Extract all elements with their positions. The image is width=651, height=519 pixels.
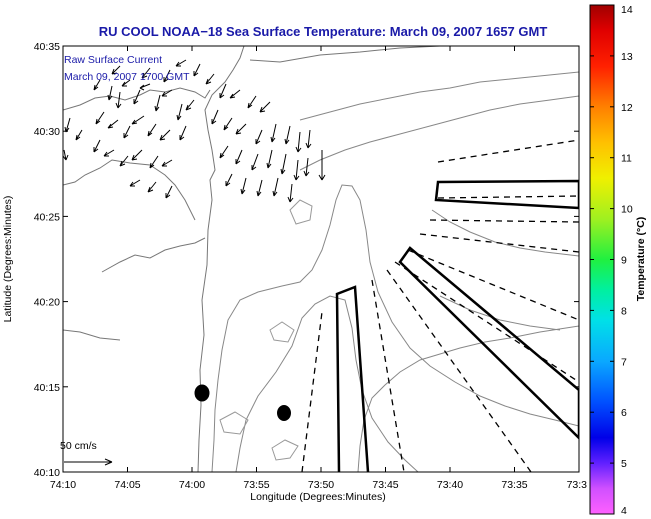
colorbar-tick-label: 9 xyxy=(621,255,627,267)
colorbar-tick-label: 14 xyxy=(621,4,633,16)
colorbar-tick-label: 8 xyxy=(621,305,627,317)
x-tick-label: 74:10 xyxy=(50,479,76,491)
y-tick-label: 40:35 xyxy=(34,41,60,53)
river xyxy=(63,237,206,341)
radial-dashed-lines xyxy=(301,139,579,472)
y-tick-label: 40:15 xyxy=(34,382,60,394)
bathymetry-contour-2 xyxy=(235,295,419,472)
legend-line-1: Raw Surface Current xyxy=(64,54,162,66)
plot-area xyxy=(63,46,579,472)
scale-arrow xyxy=(64,458,113,466)
y-tick-label: 40:30 xyxy=(34,126,60,138)
marker-dot-1 xyxy=(194,384,210,402)
long-island-shore xyxy=(249,46,441,63)
y-tick-label: 40:10 xyxy=(34,467,60,479)
y-axis-ticks: 40:35 40:30 40:25 40:20 40:15 40:10 xyxy=(34,41,579,479)
x-tick-label: 73:45 xyxy=(372,479,398,491)
colorbar-tick-label: 4 xyxy=(621,505,627,517)
x-tick-label: 73:35 xyxy=(501,479,527,491)
chart-title: RU COOL NOAA−18 Sea Surface Temperature:… xyxy=(99,24,548,39)
zone-diagonal xyxy=(398,246,579,440)
y-tick-label: 40:25 xyxy=(34,211,60,223)
x-tick-label: 73:55 xyxy=(243,479,269,491)
colorbar-tick-label: 7 xyxy=(621,356,627,368)
zone-vertical xyxy=(335,285,370,472)
x-tick-label: 74:05 xyxy=(114,479,140,491)
colorbar-label: Temperature (°C) xyxy=(635,217,647,302)
current-vectors xyxy=(63,59,326,203)
colorbar-tick-label: 13 xyxy=(621,51,633,63)
marker-dot-2 xyxy=(277,405,291,421)
x-tick-label: 73:3 xyxy=(567,479,588,491)
bay-shoreline xyxy=(63,87,211,221)
coastline xyxy=(197,46,245,472)
colorbar-tick-label: 12 xyxy=(621,102,633,114)
bathymetry-contour-4 xyxy=(299,71,579,171)
map-layer xyxy=(63,46,579,472)
bathymetry-contour-5 xyxy=(431,209,579,331)
zone-horizontal xyxy=(434,179,579,210)
colorbar-tick-label: 11 xyxy=(621,153,632,165)
outlined-zones xyxy=(335,179,579,472)
x-axis-ticks: 74:10 74:05 74:00 73:55 73:50 73:45 73:40 73:35… xyxy=(50,46,587,491)
colorbar-tick-label: 10 xyxy=(621,204,633,216)
y-tick-label: 40:20 xyxy=(34,297,60,309)
x-tick-label: 74:00 xyxy=(179,479,205,491)
x-axis-label: Longitude (Degrees:Minutes) xyxy=(250,491,385,503)
colorbar-ticks: 4 5 6 7 8 9 10 11 12 13 14 xyxy=(590,4,633,517)
bathymetry-contour-1 xyxy=(211,184,579,472)
legend-line-2: March 09, 2007 1700 GMT xyxy=(64,71,190,83)
x-tick-label: 73:40 xyxy=(437,479,463,491)
x-tick-label: 73:50 xyxy=(308,479,334,491)
scale-label: 50 cm/s xyxy=(60,440,97,452)
colorbar-tick-label: 6 xyxy=(621,407,627,419)
y-axis-label: Latitude (Degrees:Minutes) xyxy=(2,196,14,323)
bathymetry-contour-6 xyxy=(219,199,313,461)
colorbar-tick-label: 5 xyxy=(621,458,627,470)
